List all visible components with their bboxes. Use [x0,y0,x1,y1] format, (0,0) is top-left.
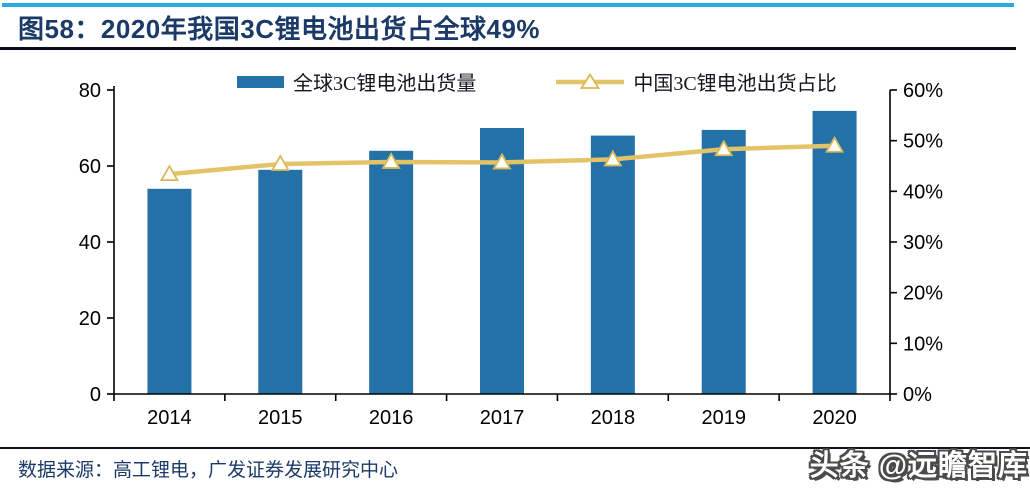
top-accent-line [2,3,1014,7]
watermark: 头条 @远瞻智库 [809,450,1028,482]
x-axis-label: 2019 [701,407,746,429]
triangle-marker-2014 [159,164,179,182]
bar-2018 [590,135,635,394]
line-triangle-swatch [556,73,625,89]
title-divider [0,47,1016,50]
left-axis-tick-label: 60 [79,156,101,178]
x-axis-label: 2014 [147,407,192,429]
legend-item-global-shipments: 全球3C锂电池出货量 [237,67,476,96]
triangle-marker-2015 [270,154,290,171]
triangle-marker-2018 [603,149,623,167]
x-axis-label: 2017 [480,407,525,429]
legend-item-china-share: 中国3C锂电池出货占比 [556,67,837,96]
bar-2014 [147,188,192,394]
right-axis-tick-label: 0% [903,384,932,406]
right-axis-tick-label: 60% [903,80,943,102]
footer-divider [0,447,1030,449]
triangle-marker-2016 [381,152,401,169]
x-axis-label: 2020 [812,407,857,429]
right-axis-tick-label: 40% [903,181,943,203]
x-axis-label: 2016 [369,407,414,429]
bar-2020 [812,110,857,395]
triangle-marker-2020 [825,135,845,153]
legend-label-global-shipments: 全球3C锂电池出货量 [293,73,477,95]
x-axis-label: 2015 [258,407,303,429]
right-axis-tick-label: 20% [903,283,943,305]
triangle-marker-2019 [714,139,734,157]
bar-2016 [369,150,414,394]
figure-title: 图58：2020年我国3C锂电池出货占全球49% [18,14,541,44]
data-source: 数据来源：高工锂电，广发证券发展研究中心 [18,460,399,481]
legend-label-china-share: 中国3C锂电池出货占比 [633,73,837,95]
left-axis-tick-label: 0 [90,384,101,406]
bar-swatch [237,75,284,88]
left-axis-tick-label: 80 [79,80,101,102]
bar-2017 [480,128,524,394]
left-axis-tick-label: 20 [79,308,101,330]
right-axis-tick-label: 10% [903,333,943,355]
x-axis-label: 2018 [591,407,636,429]
right-axis-tick-label: 30% [903,232,943,254]
left-axis-tick-label: 40 [79,232,101,254]
chart-legend: 全球3C锂电池出货量 中国3C锂电池出货占比 [237,67,837,96]
bar-2015 [258,169,303,394]
triangle-marker-2017 [492,152,512,170]
right-axis-tick-label: 50% [903,131,943,153]
bar-2019 [701,129,746,394]
